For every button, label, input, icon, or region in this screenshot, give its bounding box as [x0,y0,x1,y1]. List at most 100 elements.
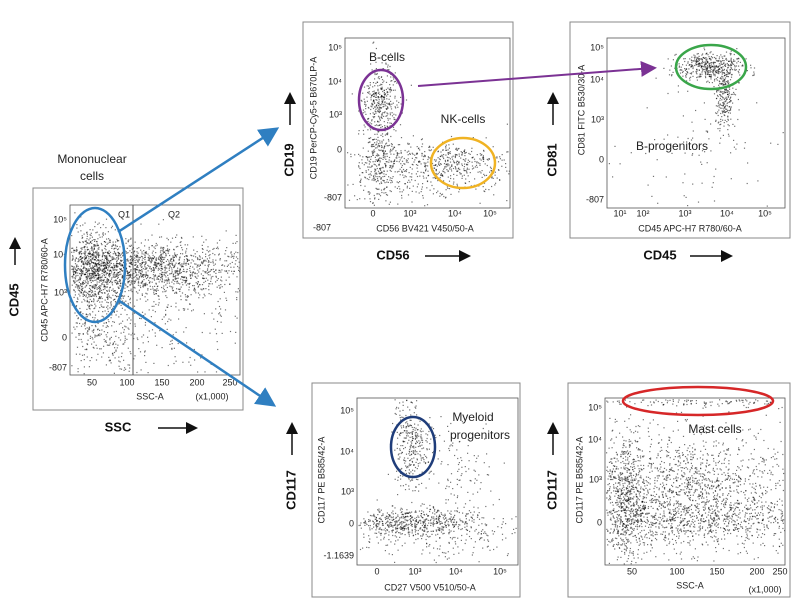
event-dot [145,268,147,270]
event-dot [451,158,454,160]
event-dot [456,163,458,165]
event-dot [726,105,728,107]
event-dot [72,271,74,273]
event-dot [727,101,729,104]
event-dot [374,116,376,118]
event-dot [186,268,188,270]
event-dot [160,254,163,256]
event-dot [480,159,482,161]
event-dot [392,89,394,91]
event-dot [446,169,448,171]
event-dot [92,331,94,334]
event-dot [718,121,720,123]
event-dot [83,354,85,356]
event-dot [378,508,380,510]
event-dot [204,280,207,282]
event-dot [366,162,368,164]
event-dot [727,73,729,75]
event-dot [712,71,714,73]
event-dot [178,309,180,311]
event-dot [430,438,432,440]
event-dot [442,175,444,177]
event-dot [717,60,719,62]
event-dot [378,163,380,165]
event-dot [375,159,377,161]
event-dot [148,330,150,332]
event-dot [185,252,187,254]
event-dot [93,328,95,331]
event-dot [147,239,149,241]
event-dot [381,126,383,128]
event-dot [197,264,199,266]
event-dot [717,95,719,98]
event-dot [381,84,383,86]
event-dot [114,273,116,276]
event-dot [393,113,395,115]
event-dot [82,241,84,244]
event-dot [383,80,385,82]
event-dot [356,199,358,201]
event-dot [172,258,174,260]
event-dot [108,273,110,276]
event-dot [397,144,399,146]
event-dot [190,277,192,279]
event-dot [155,261,157,263]
event-dot [372,42,374,44]
event-dot [105,274,107,276]
event-dot [364,162,366,164]
event-dot [712,70,714,72]
event-dot [717,102,719,104]
event-dot [369,122,371,124]
event-dot [414,470,416,472]
event-dot [471,161,473,163]
event-dot [80,275,82,277]
event-dot [86,273,88,275]
event-dot [409,459,412,461]
event-dot [193,288,196,290]
event-dot [109,342,111,344]
event-dot [216,320,219,323]
event-dot [215,308,217,310]
event-dot [726,71,728,73]
event-dot [140,223,142,225]
event-dot [223,291,225,293]
event-dot [117,280,119,283]
event-dot [107,269,109,271]
event-dot [729,101,731,103]
event-dot [113,258,115,260]
event-dot [720,120,722,123]
event-dot [698,65,700,67]
event-dot [138,348,140,350]
event-dot [218,313,220,315]
event-dot [411,458,413,460]
event-dot [708,70,710,72]
event-dot [403,529,405,531]
event-dot [124,335,126,337]
event-dot [115,252,117,254]
event-dot [185,296,187,298]
event-dot [719,124,721,126]
event-dot [122,255,124,257]
event-dot [235,256,238,258]
event-dot [705,73,707,75]
event-dot [386,125,388,127]
event-dot [97,256,100,259]
event-dot [185,277,188,279]
event-dot [72,280,75,282]
event-dot [176,280,179,282]
event-dot [118,360,120,362]
event-dot [85,316,87,318]
event-dot [461,163,463,165]
event-dot [86,284,88,286]
event-dot [725,58,727,60]
event-dot [708,138,710,140]
event-dot [200,262,203,264]
event-dot [468,181,470,183]
event-dot [377,146,379,148]
event-dot [448,152,450,154]
event-dot [373,138,375,140]
event-dot [89,264,91,266]
event-dot [86,279,89,281]
event-dot [177,277,179,279]
event-dot [408,439,410,441]
